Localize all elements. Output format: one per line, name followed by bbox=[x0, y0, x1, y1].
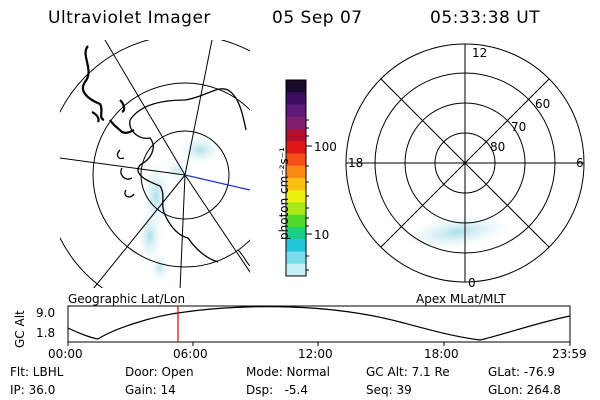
instrument-title: Ultraviolet Imager bbox=[48, 8, 211, 28]
colorbar-band bbox=[286, 190, 306, 203]
colorbar-band bbox=[286, 116, 306, 130]
colorbar-tick-10: 10 bbox=[314, 228, 330, 242]
colorbar-unit-label: photon cm⁻²s⁻¹ bbox=[277, 147, 291, 240]
color-bar bbox=[285, 79, 312, 277]
time-label: 05:33:38 UT bbox=[430, 8, 541, 28]
alt-tick-1-8: 1.8 bbox=[36, 326, 56, 340]
geographic-map bbox=[60, 40, 250, 288]
mlat-label-80: 80 bbox=[490, 140, 506, 154]
noon-meridian bbox=[184, 174, 250, 191]
mlt-label-6: 6 bbox=[576, 156, 584, 170]
glon-readout: GLon: 264.8 bbox=[488, 383, 561, 397]
x-tick-1800: 18:00 bbox=[424, 347, 459, 361]
south-america-coastline bbox=[81, 45, 135, 134]
coastline-detail bbox=[237, 249, 250, 267]
colorbar-band bbox=[286, 153, 306, 167]
colorbar-band bbox=[286, 251, 306, 265]
door-readout: Door: Open bbox=[125, 365, 194, 379]
colorbar-band bbox=[286, 239, 306, 252]
x-tick-0000: 00:00 bbox=[48, 347, 83, 361]
date-label: 05 Sep 07 bbox=[272, 8, 363, 28]
colorbar-band bbox=[286, 141, 306, 154]
mlat-label-70: 70 bbox=[511, 120, 527, 134]
colorbar-band bbox=[286, 227, 306, 240]
colorbar-band bbox=[286, 165, 306, 179]
ip-readout: IP: 36.0 bbox=[10, 383, 56, 397]
x-tick-0600: 06:00 bbox=[173, 347, 208, 361]
gc-alt-readout: GC Alt: 7.1 Re bbox=[366, 365, 450, 379]
aurora-emission-geo bbox=[138, 136, 220, 282]
geographic-caption: Geographic Lat/Lon bbox=[68, 292, 186, 306]
altitude-curve bbox=[67, 306, 571, 341]
mlat-label-60: 60 bbox=[535, 97, 551, 111]
aurora-emission-mag bbox=[406, 214, 510, 250]
gain-readout: Gain: 14 bbox=[125, 383, 176, 397]
colorbar-band bbox=[286, 104, 306, 118]
meridians bbox=[60, 40, 250, 288]
dsp-readout: Dsp: -5.4 bbox=[246, 383, 309, 397]
colorbar-tick-100: 100 bbox=[314, 140, 337, 154]
glat-readout: GLat: -76.9 bbox=[488, 365, 555, 379]
apex-caption: Apex MLat/MLT bbox=[416, 292, 506, 306]
colorbar-band bbox=[286, 129, 306, 142]
magnetic-polar-plot bbox=[345, 43, 585, 283]
mlt-label-12: 12 bbox=[472, 46, 488, 60]
mlt-label-18: 18 bbox=[348, 156, 364, 170]
colorbar-band bbox=[286, 214, 306, 228]
colorbar-band bbox=[286, 80, 306, 93]
gc-alt-axis-label: GC Alt bbox=[13, 310, 27, 348]
colorbar-band bbox=[286, 178, 306, 191]
x-tick-1200: 12:00 bbox=[298, 347, 333, 361]
filter-readout: Flt: LBHL bbox=[10, 365, 64, 379]
x-tick-2359: 23:59 bbox=[552, 347, 587, 361]
mlt-diagonal-2 bbox=[380, 78, 550, 248]
mode-readout: Mode: Normal bbox=[246, 365, 330, 379]
altitude-strip bbox=[67, 305, 571, 346]
colorbar-band bbox=[286, 92, 306, 105]
antarctic-coastline bbox=[116, 88, 247, 263]
seq-readout: Seq: 39 bbox=[366, 383, 412, 397]
colorbar-band bbox=[286, 263, 306, 277]
alt-tick-9-0: 9.0 bbox=[36, 306, 56, 320]
colorbar-band bbox=[286, 202, 306, 216]
mlt-label-0: 0 bbox=[468, 276, 476, 290]
